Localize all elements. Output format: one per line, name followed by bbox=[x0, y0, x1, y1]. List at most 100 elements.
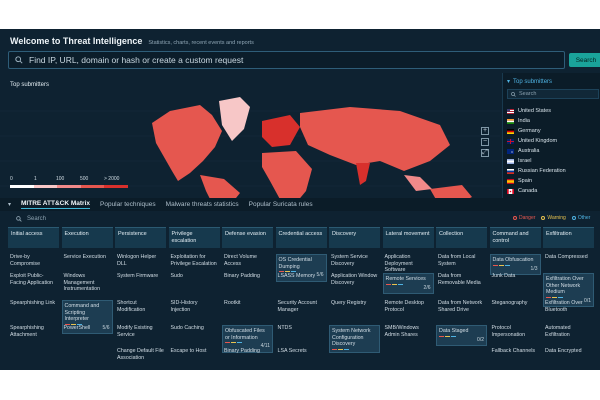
legend-label-500: 500 bbox=[80, 176, 89, 182]
matrix-technique[interactable]: Data from Removable Media bbox=[436, 273, 487, 286]
list-item[interactable]: Germany bbox=[507, 126, 566, 136]
matrix-technique[interactable]: NTDS bbox=[276, 325, 327, 332]
matrix-technique[interactable]: Data from Network Shared Drive bbox=[436, 300, 487, 313]
matrix-technique[interactable]: Data Staged 0/2 bbox=[436, 325, 487, 346]
matrix-column-header[interactable]: Discovery bbox=[329, 227, 380, 248]
map-africa bbox=[262, 151, 312, 203]
matrix-technique[interactable]: Spearphishing Attachment bbox=[8, 325, 59, 338]
tab-malware-statistics[interactable]: Malware threats statistics bbox=[165, 201, 239, 208]
tab-mitre-attack[interactable]: MITRE ATT&CK Matrix bbox=[21, 200, 90, 209]
matrix-technique[interactable]: Protocol Impersonation bbox=[490, 325, 541, 338]
matrix-search-field[interactable]: Search bbox=[8, 213, 508, 225]
technique-name: Remote Services bbox=[385, 276, 426, 282]
matrix-technique[interactable]: Command and Scripting Interpreter 5/6 bbox=[61, 300, 113, 334]
legend-label-0: 0 bbox=[10, 176, 13, 182]
matrix-technique[interactable]: Spearphishing Link bbox=[8, 300, 59, 307]
technique-count: 4/11 bbox=[260, 343, 270, 349]
country-search-field[interactable]: Search bbox=[507, 89, 599, 99]
matrix-technique[interactable]: Rootkit bbox=[222, 300, 273, 307]
matrix-technique[interactable]: Windows Management Instrumentation bbox=[62, 273, 113, 293]
search-button[interactable]: Search bbox=[569, 53, 600, 67]
matrix-technique[interactable]: Escape to Host bbox=[169, 348, 220, 355]
matrix-technique[interactable]: Automated Exfiltration bbox=[543, 325, 594, 338]
matrix-technique[interactable]: Shortcut Modification bbox=[115, 300, 166, 313]
matrix-technique[interactable]: Binary Padding bbox=[222, 273, 273, 280]
chevron-down-icon[interactable]: ▾ bbox=[8, 202, 12, 208]
matrix-technique[interactable]: Exploitation for Privilege Escalation bbox=[169, 254, 220, 267]
tab-suricata-rules[interactable]: Popular Suricata rules bbox=[248, 201, 313, 208]
technique-count: 2/6 bbox=[423, 284, 431, 291]
matrix-technique[interactable]: System Firmware bbox=[115, 273, 166, 280]
matrix-technique[interactable]: Remote Desktop Protocol bbox=[383, 300, 434, 313]
tab-popular-techniques[interactable]: Popular techniques bbox=[100, 201, 156, 208]
matrix-technique[interactable]: Exfiltration Over Bluetooth bbox=[543, 300, 594, 313]
matrix-technique[interactable]: Direct Volume Access bbox=[222, 254, 273, 267]
matrix-technique[interactable]: Drive-by Compromise bbox=[8, 254, 59, 267]
matrix-technique[interactable]: Modify Existing Service bbox=[115, 325, 166, 338]
matrix-column-header[interactable]: Initial access bbox=[8, 227, 59, 248]
matrix-technique[interactable]: Data Encrypted bbox=[543, 348, 594, 355]
matrix-technique[interactable]: Obfuscated Files or Information 4/11 bbox=[222, 325, 273, 353]
matrix-technique[interactable]: Steganography bbox=[490, 300, 541, 307]
matrix-technique[interactable]: Remote Services 2/6 bbox=[382, 273, 434, 294]
matrix-column-header[interactable]: Defense evasion bbox=[222, 227, 273, 248]
matrix-technique[interactable]: Change Default File Association bbox=[115, 348, 166, 361]
matrix-technique[interactable]: Application Deployment Software bbox=[383, 254, 434, 274]
matrix-technique[interactable]: Exploit Public-Facing Application bbox=[8, 273, 59, 286]
matrix-column-header[interactable]: Persistence bbox=[115, 227, 166, 248]
list-item[interactable]: Australia bbox=[507, 146, 566, 156]
matrix-technique[interactable]: Junk Data bbox=[490, 273, 541, 280]
map-south-america bbox=[200, 175, 240, 203]
matrix-technique[interactable]: Service Execution bbox=[62, 254, 113, 261]
matrix-technique[interactable]: Data Compressed bbox=[543, 254, 594, 261]
matrix-column-header[interactable]: Execution bbox=[61, 227, 113, 248]
world-map[interactable] bbox=[0, 91, 500, 203]
matrix-technique[interactable]: System Service Discovery bbox=[329, 254, 380, 267]
matrix-column-header[interactable]: Collection bbox=[436, 227, 487, 248]
technique-name: Junk Data bbox=[491, 273, 516, 279]
matrix-column-header[interactable]: Lateral movement bbox=[382, 227, 434, 248]
matrix-technique[interactable]: OS Credential Dumping 5/6 bbox=[275, 254, 327, 282]
matrix-technique[interactable]: Application Window Discovery bbox=[329, 273, 380, 286]
panel-dropdown[interactable]: ▾ Top submitters bbox=[507, 78, 552, 86]
search-bar[interactable]: Find IP, URL, domain or hash or create a… bbox=[8, 51, 565, 69]
technique-name: Data from Local System bbox=[438, 254, 476, 267]
matrix-column-header[interactable]: Credential access bbox=[275, 227, 327, 248]
matrix-technique[interactable]: Sudo Caching bbox=[169, 325, 220, 332]
matrix-technique[interactable]: LSA Secrets bbox=[276, 348, 327, 355]
fullscreen-icon[interactable]: ⤢ bbox=[481, 149, 489, 157]
list-item[interactable]: India bbox=[507, 116, 566, 126]
matrix-technique[interactable]: Data from Local System bbox=[436, 254, 487, 267]
matrix-search-input[interactable]: Search bbox=[27, 216, 47, 222]
matrix-technique[interactable]: Query Registry bbox=[329, 300, 380, 307]
zoom-out-icon[interactable]: − bbox=[481, 138, 489, 146]
list-item[interactable]: Canada bbox=[507, 186, 566, 196]
list-item[interactable]: Russian Federation bbox=[507, 166, 566, 176]
search-input[interactable]: Find IP, URL, domain or hash or create a… bbox=[29, 55, 244, 65]
map-india bbox=[356, 163, 370, 185]
matrix-technique[interactable]: Data Obfuscation 1/3 bbox=[489, 254, 541, 275]
matrix-technique[interactable]: Sudo bbox=[169, 273, 220, 280]
country-search-input[interactable]: Search bbox=[519, 91, 537, 97]
matrix-technique[interactable]: SID-History Injection bbox=[169, 300, 220, 313]
zoom-in-icon[interactable]: + bbox=[481, 127, 489, 135]
matrix-technique[interactable]: Exfiltration Over Other Network Medium 0/… bbox=[543, 273, 594, 307]
matrix-column-header[interactable]: Exfiltration bbox=[543, 227, 594, 248]
matrix-technique[interactable]: Winlogon Helper DLL bbox=[115, 254, 166, 267]
matrix-column-header[interactable]: Command and control bbox=[489, 227, 541, 248]
matrix-technique[interactable]: LSASS Memory bbox=[276, 273, 327, 280]
severity-bars bbox=[439, 335, 484, 337]
list-item[interactable]: Israel bbox=[507, 156, 566, 166]
list-item[interactable]: United Kingdom bbox=[507, 136, 566, 146]
list-item[interactable]: United States bbox=[507, 106, 566, 116]
list-item[interactable]: Spain bbox=[507, 176, 566, 186]
matrix-technique[interactable]: Binary Padding bbox=[222, 348, 273, 355]
technique-name: Service Execution bbox=[63, 254, 106, 260]
matrix-technique[interactable]: Security Account Manager bbox=[276, 300, 327, 313]
matrix-technique[interactable]: System Network Configuration Discovery bbox=[329, 325, 380, 353]
matrix-column-header[interactable]: Privilege escalation bbox=[168, 227, 220, 248]
in-flag-icon bbox=[507, 118, 514, 124]
matrix-technique[interactable]: Fallback Channels bbox=[490, 348, 541, 355]
matrix-technique[interactable]: PowerShell bbox=[62, 325, 113, 332]
matrix-technique[interactable]: SMB/Windows Admin Shares bbox=[383, 325, 434, 338]
